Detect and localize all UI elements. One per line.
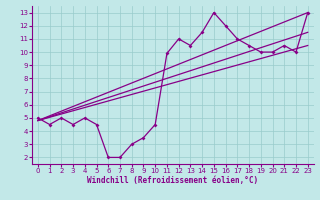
X-axis label: Windchill (Refroidissement éolien,°C): Windchill (Refroidissement éolien,°C) — [87, 176, 258, 185]
